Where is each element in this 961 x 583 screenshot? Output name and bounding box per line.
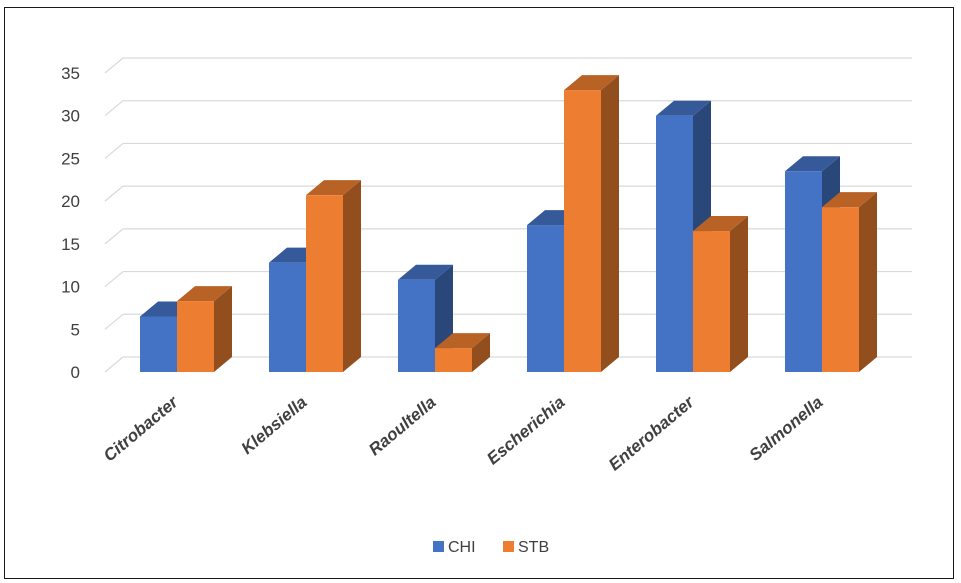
- bar-front: [269, 262, 306, 372]
- legend-label: STB: [518, 539, 549, 556]
- x-tick-label: Klebsiella: [238, 393, 311, 459]
- bar-top: [177, 286, 232, 302]
- x-tick-label: Citrobacter: [100, 392, 183, 466]
- bar: [564, 75, 619, 372]
- bar-front: [822, 207, 859, 372]
- bar-top: [656, 100, 711, 116]
- y-tick-label: 35: [61, 64, 80, 83]
- bar-top: [306, 180, 361, 196]
- legend: CHI STB: [433, 539, 549, 556]
- bar-side: [214, 286, 232, 372]
- y-tick-label: 25: [61, 149, 80, 168]
- bar-side: [343, 180, 361, 372]
- bar: [306, 180, 361, 372]
- bar-front: [564, 90, 601, 372]
- bar-top: [398, 264, 453, 280]
- x-tick-label: Salmonella: [746, 393, 827, 465]
- gridline-floor: [104, 356, 124, 373]
- y-tick-label: 15: [61, 235, 80, 254]
- y-tick-label: 0: [71, 363, 80, 382]
- y-tick-label: 30: [61, 107, 80, 126]
- gridline-floor: [104, 228, 124, 245]
- gridline-floor: [104, 57, 124, 74]
- legend-swatch: [503, 541, 514, 552]
- bar-front: [527, 225, 564, 372]
- x-axis-labels: Citrobacter Klebsiella Raoultella Escherich…: [100, 392, 827, 475]
- bar-front: [693, 231, 730, 372]
- bar-side: [472, 333, 490, 372]
- y-tick-label: 20: [61, 192, 80, 211]
- x-tick-label: Raoultella: [365, 393, 439, 460]
- x-tick-label: Enterobacter: [605, 392, 699, 475]
- bar: [693, 216, 748, 372]
- legend-label: CHI: [448, 539, 476, 556]
- bar-front: [785, 171, 822, 372]
- gridline-floor: [104, 142, 124, 159]
- bars: [140, 75, 877, 372]
- bar-top: [693, 216, 748, 232]
- bar-top: [564, 75, 619, 91]
- y-tick-label: 5: [71, 320, 80, 339]
- gridline-floor: [104, 185, 124, 202]
- x-tick-label: Escherichia: [483, 393, 568, 469]
- gridline-floor: [104, 100, 124, 117]
- bar-front: [398, 279, 435, 372]
- bar-side: [859, 192, 877, 372]
- bar-top: [785, 156, 840, 172]
- bar-top: [435, 333, 490, 349]
- bar-side: [601, 75, 619, 372]
- bar-top: [822, 192, 877, 208]
- bar-front: [306, 195, 343, 372]
- bar: [822, 192, 877, 372]
- legend-swatch: [433, 541, 444, 552]
- bar-side: [730, 216, 748, 372]
- gridlines: [104, 57, 912, 373]
- bar-front: [140, 316, 177, 372]
- y-axis-ticks: 0 5 10 15 20 25 30 35: [61, 64, 80, 382]
- gridline-floor: [104, 271, 124, 288]
- y-tick-label: 10: [61, 278, 80, 297]
- gridline-floor: [104, 313, 124, 330]
- bar: [177, 286, 232, 372]
- bar: [435, 333, 490, 372]
- bar-front: [435, 348, 472, 372]
- bar-front: [656, 115, 693, 372]
- bar-front: [177, 301, 214, 372]
